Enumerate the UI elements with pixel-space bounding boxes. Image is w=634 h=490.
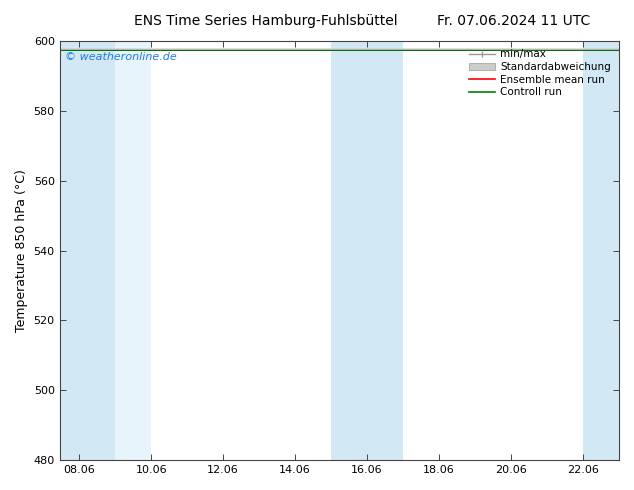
Text: © weatheronline.de: © weatheronline.de: [65, 51, 177, 62]
Bar: [60, 41, 115, 460]
Bar: [583, 41, 619, 460]
Legend: min/max, Standardabweichung, Ensemble mean run, Controll run: min/max, Standardabweichung, Ensemble me…: [465, 46, 614, 100]
Bar: [115, 41, 151, 460]
Bar: [151, 41, 331, 460]
Text: ENS Time Series Hamburg-Fuhlsbüttel: ENS Time Series Hamburg-Fuhlsbüttel: [134, 14, 398, 28]
Text: Fr. 07.06.2024 11 UTC: Fr. 07.06.2024 11 UTC: [437, 14, 590, 28]
Y-axis label: Temperature 850 hPa (°C): Temperature 850 hPa (°C): [15, 169, 28, 332]
Bar: [403, 41, 583, 460]
Bar: [331, 41, 403, 460]
